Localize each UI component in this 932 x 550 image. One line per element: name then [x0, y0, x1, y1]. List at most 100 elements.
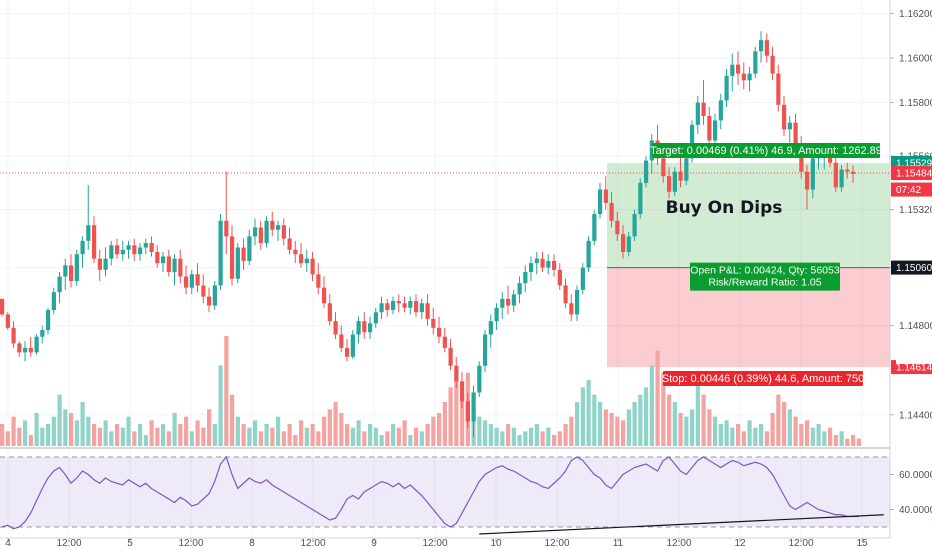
candle-body [391, 301, 396, 310]
candle-body [51, 292, 56, 310]
volume-bar [477, 416, 482, 446]
volume-bar [684, 416, 689, 446]
volume-bar [276, 416, 281, 446]
volume-bar [97, 427, 102, 446]
candle-body [684, 158, 689, 181]
time-tick-label: 4 [5, 538, 11, 549]
candle-body [385, 303, 390, 310]
rr-label-text: Risk/Reward Ratio: 1.05 [708, 277, 821, 289]
volume-bar [523, 431, 528, 446]
candle-body [184, 276, 189, 288]
rsi-tick-label: 40.0000 [899, 505, 932, 516]
volume-bar [258, 431, 263, 446]
candle-body [350, 334, 355, 357]
volume-bar [494, 427, 499, 446]
volume-bar [69, 413, 74, 446]
candle-body [11, 327, 16, 344]
candle-body [845, 169, 850, 172]
candle-body [218, 220, 223, 286]
candle-body [333, 321, 338, 335]
price-badge [891, 166, 932, 181]
volume-bar [247, 427, 252, 446]
candle-body [437, 327, 442, 337]
time-tick-label: 12:00 [666, 538, 691, 549]
position-title: Buy On Dips [666, 198, 783, 218]
candle-body [258, 227, 263, 244]
volume-bar [155, 427, 160, 446]
candle-body [264, 220, 269, 244]
volume-bar [115, 424, 120, 446]
candle-body [339, 334, 344, 348]
candle-body [396, 301, 401, 304]
candle-body [782, 104, 787, 130]
volume-bar [707, 409, 712, 446]
candle-body [787, 122, 792, 130]
pnl-label-box [690, 262, 840, 291]
volume-bar [287, 424, 292, 446]
candle-body [212, 285, 217, 306]
candle-body [195, 274, 200, 286]
candle-body [74, 254, 79, 281]
candle-body [138, 247, 143, 255]
time-tick-label: 15 [856, 538, 868, 549]
time-tick-label: 12:00 [178, 538, 203, 549]
volume-bar [356, 420, 361, 446]
price-badge [891, 182, 932, 197]
volume-bar [281, 431, 286, 446]
candle-body [649, 140, 654, 161]
volume-bar [690, 409, 695, 446]
candle-body [678, 171, 683, 181]
volume-bar [454, 380, 459, 446]
candle-body [253, 227, 258, 237]
candle-body [189, 274, 194, 288]
candle-body [552, 260, 557, 270]
volume-bar [747, 420, 752, 446]
volume-bar [678, 413, 683, 446]
candle-body [310, 258, 315, 275]
candle-body [419, 303, 424, 313]
volume-bar [293, 435, 298, 446]
candle-body [511, 294, 516, 306]
candle-body [460, 381, 465, 402]
volume-bar [621, 420, 626, 446]
volume-bar [51, 416, 56, 446]
annotations: Target: 0.00469 (0.41%) 46.9, Amount: 12… [650, 143, 882, 387]
volume-bar [310, 424, 315, 446]
volume-bar [212, 424, 217, 446]
volume-bar [529, 427, 534, 446]
candle-body [431, 318, 436, 328]
price-tick-label: 1.15800 [899, 98, 932, 109]
price-tick-label: 1.14800 [899, 321, 932, 332]
candle-body [327, 303, 332, 322]
candle-body [517, 283, 522, 295]
candle-body [569, 303, 574, 315]
volume-bar [299, 420, 304, 446]
volume-bar [218, 365, 223, 446]
candle-body [667, 176, 672, 192]
candle-body [638, 182, 643, 215]
volume-bar [586, 380, 591, 446]
price-tick-label: 1.16000 [899, 53, 932, 64]
volume-bar [753, 427, 758, 446]
candle-body [322, 287, 327, 304]
candle-body [759, 40, 764, 52]
price-badge-label: 1.15529 [896, 159, 932, 170]
volume-bar [632, 402, 637, 446]
volume-bar [460, 394, 465, 446]
volume-bar [184, 416, 189, 446]
volume-bar [74, 420, 79, 446]
volume-bar [701, 394, 706, 446]
volume-bar [569, 416, 574, 446]
pnl-label-text: Open P&L: 0.00424, Qty: 56053 [690, 265, 840, 277]
volume-bar [40, 427, 45, 446]
volume-bar [580, 387, 585, 446]
candle-body [741, 73, 746, 81]
time-tick-label: 12:00 [788, 538, 813, 549]
candle-body [483, 334, 488, 366]
volume-bar [264, 424, 269, 446]
candle-body [201, 285, 206, 297]
candle-body [529, 263, 534, 273]
candle-body [293, 249, 298, 255]
candle-body [603, 189, 608, 203]
